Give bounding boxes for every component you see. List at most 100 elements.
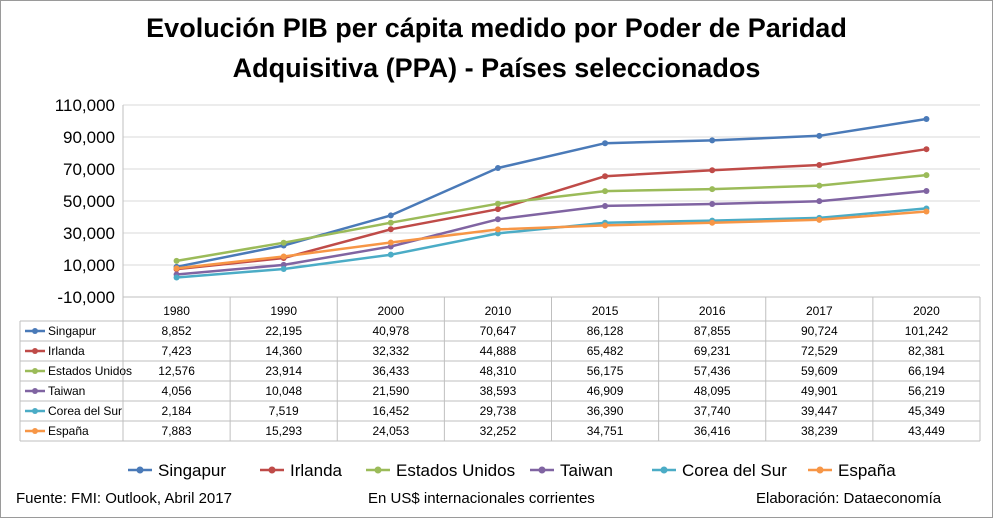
- table-cell: 29,738: [480, 404, 517, 418]
- data-table: 1980 1990 2000 2010 2015 2016 2017 2020 Singapur…: [19, 297, 981, 442]
- y-tick-label: 10,000: [63, 256, 115, 275]
- data-point: [280, 253, 287, 260]
- data-point: [709, 186, 716, 193]
- table-series-name: España: [48, 424, 89, 438]
- y-tick-label: 30,000: [63, 224, 115, 243]
- table-series-key-marker: [32, 388, 38, 394]
- table-cell: 56,175: [587, 364, 624, 378]
- table-series-key-marker: [32, 428, 38, 434]
- data-point: [387, 212, 394, 219]
- data-point: [923, 146, 930, 153]
- table-series-name: Singapur: [48, 324, 96, 338]
- data-point: [709, 201, 716, 208]
- table-cell: 23,914: [265, 364, 302, 378]
- x-category-label: 2010: [485, 304, 512, 318]
- table-cell: 101,242: [905, 324, 949, 338]
- legend: Singapur Irlanda Estados Unidos Taiwan Corea…: [128, 461, 896, 480]
- chart-title-line-1: Evolución PIB per cápita medido por Pode…: [146, 13, 847, 43]
- table-cell: 43,449: [908, 424, 945, 438]
- table-cell: 37,740: [694, 404, 731, 418]
- data-point: [387, 251, 394, 258]
- data-point: [816, 182, 823, 189]
- table-cell: 22,195: [265, 324, 302, 338]
- data-point: [387, 239, 394, 246]
- table-series-name: Taiwan: [48, 384, 85, 398]
- data-point: [816, 161, 823, 168]
- data-point: [173, 265, 180, 272]
- x-category-label: 2020: [913, 304, 940, 318]
- data-point: [602, 188, 609, 195]
- table-series-key-marker: [32, 348, 38, 354]
- data-point: [923, 172, 930, 179]
- series-markers: [173, 116, 930, 281]
- table-cell: 86,128: [587, 324, 624, 338]
- table-cell: 44,888: [480, 344, 517, 358]
- data-point: [709, 219, 716, 226]
- table-cell: 34,751: [587, 424, 624, 438]
- table-cell: 56,219: [908, 384, 945, 398]
- data-point: [923, 188, 930, 195]
- legend-marker: [538, 466, 546, 474]
- series-line: [176, 189, 927, 276]
- table-series-name: Corea del Sur: [48, 404, 122, 418]
- table-cell: 7,423: [162, 344, 192, 358]
- credit-note: Elaboración: Dataeconomía: [756, 490, 942, 507]
- series-line: [176, 173, 927, 263]
- legend-label: Corea del Sur: [682, 461, 787, 480]
- series-line: [176, 147, 927, 271]
- y-tick-label: -10,000: [57, 288, 115, 307]
- legend-marker: [374, 466, 382, 474]
- series-lines: [176, 117, 927, 279]
- x-category-label: 2017: [806, 304, 833, 318]
- table-cell: 70,647: [480, 324, 517, 338]
- table-cell: 38,593: [480, 384, 517, 398]
- table-cell: 72,529: [801, 344, 838, 358]
- data-point: [816, 216, 823, 223]
- data-point: [923, 208, 930, 215]
- data-point: [602, 222, 609, 229]
- legend-label: Irlanda: [290, 461, 343, 480]
- data-point: [387, 226, 394, 233]
- gridlines: [122, 104, 980, 298]
- data-point: [387, 219, 394, 226]
- table-cell: 65,482: [587, 344, 624, 358]
- table-cell: 16,452: [372, 404, 409, 418]
- legend-marker: [136, 466, 144, 474]
- legend-marker: [660, 466, 668, 474]
- legend-label: Taiwan: [560, 461, 613, 480]
- x-category-label: 2015: [592, 304, 619, 318]
- table-cell: 14,360: [265, 344, 302, 358]
- table-cell: 7,883: [162, 424, 192, 438]
- y-tick-label: 110,000: [55, 96, 115, 115]
- data-point: [709, 167, 716, 174]
- data-point: [173, 257, 180, 264]
- legend-label: Estados Unidos: [396, 461, 515, 480]
- data-point: [816, 132, 823, 139]
- table-cell: 36,416: [694, 424, 731, 438]
- table-series-name: Irlanda: [48, 344, 85, 358]
- table-cell: 36,390: [587, 404, 624, 418]
- chart-title-line-2: Adquisitiva (PPA) - Países seleccionados: [232, 53, 761, 83]
- y-tick-label: 90,000: [63, 128, 115, 147]
- table-cell: 38,239: [801, 424, 838, 438]
- table-series-key-marker: [32, 328, 38, 334]
- y-axis-ticks: -10,000 10,000 30,000 50,000 70,000 90,000 110…: [55, 96, 115, 307]
- source-note: Fuente: FMI: Outlook, Abril 2017: [16, 490, 232, 507]
- legend-marker: [816, 466, 824, 474]
- table-cell: 59,609: [801, 364, 838, 378]
- table-series-name: Estados Unidos: [48, 364, 132, 378]
- table-cell: 32,332: [372, 344, 409, 358]
- x-category-label: 2016: [699, 304, 726, 318]
- table-cell: 2,184: [162, 404, 192, 418]
- x-category-label: 1980: [163, 304, 190, 318]
- table-cell: 36,433: [372, 364, 409, 378]
- data-point: [173, 274, 180, 281]
- table-cell: 32,252: [480, 424, 517, 438]
- data-point: [709, 137, 716, 144]
- table-cell: 39,447: [801, 404, 838, 418]
- data-point: [494, 206, 501, 213]
- table-cell: 46,909: [587, 384, 624, 398]
- legend-marker: [268, 466, 276, 474]
- data-point: [494, 164, 501, 171]
